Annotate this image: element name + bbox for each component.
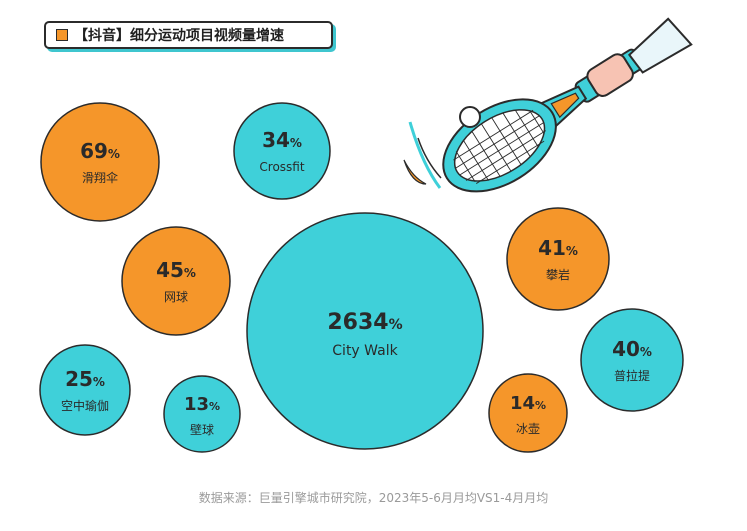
bubble-circle <box>233 102 331 200</box>
bubble-circle <box>39 344 131 436</box>
bubble-label: 攀岩 <box>546 267 570 282</box>
bubble-value: 25% <box>65 367 105 391</box>
bubble-value: 13% <box>184 394 220 415</box>
bubble-value: 40% <box>612 337 652 361</box>
chart-title: 【抖音】细分运动项目视频量增速 <box>74 28 284 44</box>
bubble-4: 41% 攀岩 <box>506 207 610 311</box>
bubble-label: 网球 <box>164 290 188 304</box>
bubble-label: 空中瑜伽 <box>61 398 109 413</box>
bubble-1: 34% Crossfit <box>233 102 331 200</box>
bubble-circle <box>40 102 160 222</box>
bubble-value: 34% <box>262 128 302 152</box>
chart-title-box: 【抖音】细分运动项目视频量增速 <box>44 21 333 49</box>
bubble-circle <box>246 212 484 450</box>
bubble-3: 2634% City Walk <box>246 212 484 450</box>
bubble-value: 41% <box>538 236 578 260</box>
orange-square-icon <box>56 29 68 41</box>
bubble-label: City Walk <box>332 343 398 359</box>
bubble-8: 14% 冰壶 <box>488 373 568 453</box>
bubble-circle <box>121 226 231 336</box>
bubble-label: 冰壶 <box>516 421 540 436</box>
bubble-value: 45% <box>156 258 196 282</box>
bubble-5: 40% 普拉提 <box>580 308 684 412</box>
tennis-racket-icon <box>403 17 693 193</box>
bubble-label: 壁球 <box>190 422 214 437</box>
bubble-circle <box>163 375 241 453</box>
source-note: 数据来源：巨量引擎城市研究院，2023年5-6月月均VS1-4月月均 <box>198 491 549 505</box>
bubble-value: 14% <box>510 393 546 414</box>
bubble-circle <box>506 207 610 311</box>
bubble-circle <box>488 373 568 453</box>
bubble-circle <box>580 308 684 412</box>
bubble-label: 滑翔伞 <box>82 170 118 185</box>
bubble-value: 69% <box>80 139 120 163</box>
bubble-label: 普拉提 <box>614 368 650 383</box>
bubble-2: 45% 网球 <box>121 226 231 336</box>
bubble-value: 2634% <box>327 310 402 335</box>
bubble-label: Crossfit <box>259 160 304 174</box>
bubble-6: 25% 空中瑜伽 <box>39 344 131 436</box>
bubble-7: 13% 壁球 <box>163 375 241 453</box>
bubble-0: 69% 滑翔伞 <box>40 102 160 222</box>
